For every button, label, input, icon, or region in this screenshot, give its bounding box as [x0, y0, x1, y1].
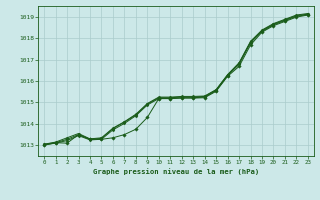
X-axis label: Graphe pression niveau de la mer (hPa): Graphe pression niveau de la mer (hPa) [93, 168, 259, 175]
